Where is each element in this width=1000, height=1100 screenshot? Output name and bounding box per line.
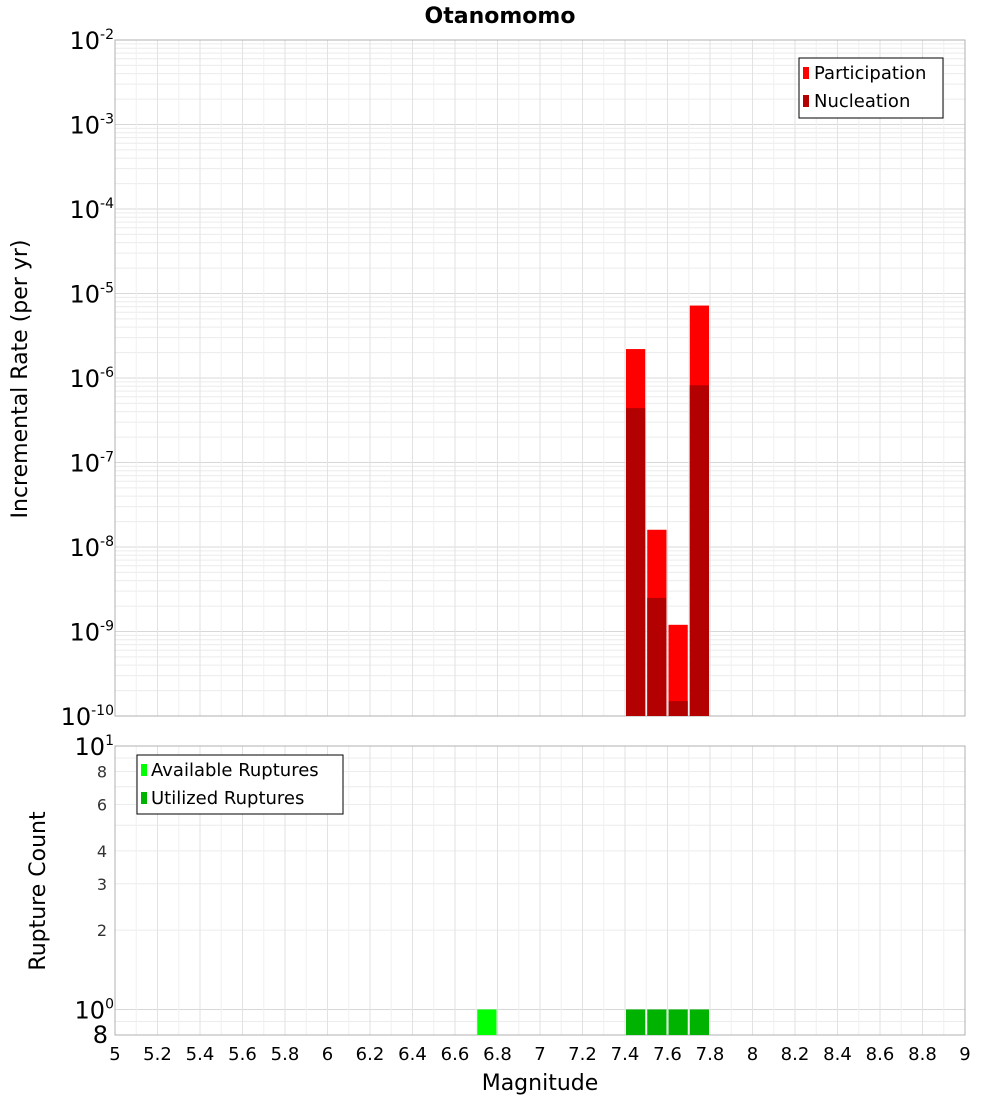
x-tick-label: 6.6 (441, 1044, 470, 1065)
bar-nucleation (626, 408, 646, 716)
legend-label: Nucleation (814, 91, 910, 112)
x-tick-label: 5.2 (143, 1044, 172, 1065)
y-tick-label: 10-10 (61, 703, 114, 731)
legend-swatch (803, 67, 809, 79)
y-tick-label: 10-2 (69, 27, 114, 55)
x-tick-label: 7.6 (653, 1044, 682, 1065)
y-minor-tick-label: 6 (97, 795, 107, 814)
x-tick-label: 6.4 (398, 1044, 427, 1065)
x-tick-label: 5.8 (271, 1044, 300, 1065)
chart-title: Otanomomo (425, 4, 576, 29)
x-tick-label: 8 (747, 1044, 758, 1065)
y-tick-label: 10-4 (69, 196, 114, 224)
y-minor-tick-label: 8 (97, 763, 107, 782)
x-tick-label: 6.2 (356, 1044, 385, 1065)
bar-nucleation (647, 597, 667, 716)
bar-utilized-ruptures (647, 1009, 667, 1035)
x-tick-label: 5.6 (228, 1044, 257, 1065)
legend-swatch (141, 792, 147, 804)
x-axis-label: Magnitude (482, 1071, 599, 1096)
legend-label: Utilized Ruptures (151, 788, 304, 809)
legend-ruptures: Available Ruptures Utilized Ruptures (136, 754, 344, 815)
bottom-y-axis-label: Rupture Count (26, 811, 51, 971)
x-tick-label: 6.8 (483, 1044, 512, 1065)
top-y-axis-label: Incremental Rate (per yr) (8, 240, 33, 519)
y-tick-label: 100 (75, 996, 114, 1024)
x-tick-label: 7.2 (568, 1044, 597, 1065)
bar-utilized-ruptures (668, 1009, 688, 1035)
bar-nucleation (668, 701, 688, 716)
bar-nucleation (689, 385, 709, 716)
y-tick-label: 10-6 (69, 365, 114, 393)
x-tick-label: 8.4 (823, 1044, 852, 1065)
legend-label: Available Ruptures (151, 760, 319, 781)
y-minor-tick-label: 3 (97, 875, 107, 894)
legend-box (798, 57, 944, 119)
legend-label: Participation (814, 63, 926, 84)
y-tick-label: 101 (75, 733, 114, 761)
x-tick-label: 8.6 (866, 1044, 895, 1065)
bar-utilized-ruptures (689, 1009, 709, 1035)
legend-box (136, 754, 344, 815)
x-tick-label: 7 (534, 1044, 545, 1065)
y-tick-label: 10-5 (69, 281, 114, 309)
plot-frame (114, 745, 966, 1036)
bar-participation (668, 624, 688, 716)
y-tick-label: 10-8 (69, 534, 114, 562)
y-tick-label: 10-3 (69, 112, 114, 140)
x-tick-label: 5 (109, 1044, 120, 1065)
x-tick-label: 8.8 (908, 1044, 937, 1065)
y-minor-tick-label: 2 (97, 921, 107, 940)
plot-frame (114, 39, 966, 717)
legend-rate: Participation Nucleation (798, 57, 944, 119)
legend-swatch (141, 764, 147, 776)
x-tick-label: 5.4 (186, 1044, 215, 1065)
x-tick-label: 7.4 (611, 1044, 640, 1065)
legend-swatch (803, 95, 809, 107)
x-tick-label: 9 (959, 1044, 970, 1065)
x-tick-label: 6 (322, 1044, 333, 1065)
x-tick-label: 7.8 (696, 1044, 725, 1065)
bar-available-ruptures (477, 1009, 497, 1035)
y-tick-label: 10-7 (69, 450, 114, 478)
y-minor-tick-label: 4 (97, 842, 107, 861)
bar-utilized-ruptures (626, 1009, 646, 1035)
rate-plot: 10-2 10-3 10-4 10-5 10-6 10-7 10-8 10-9 10-10 Par… (61, 27, 966, 731)
x-tick-label: 8.2 (781, 1044, 810, 1065)
y-minor-tick-label: 8 (93, 1021, 108, 1049)
y-tick-label: 10-9 (69, 619, 114, 647)
